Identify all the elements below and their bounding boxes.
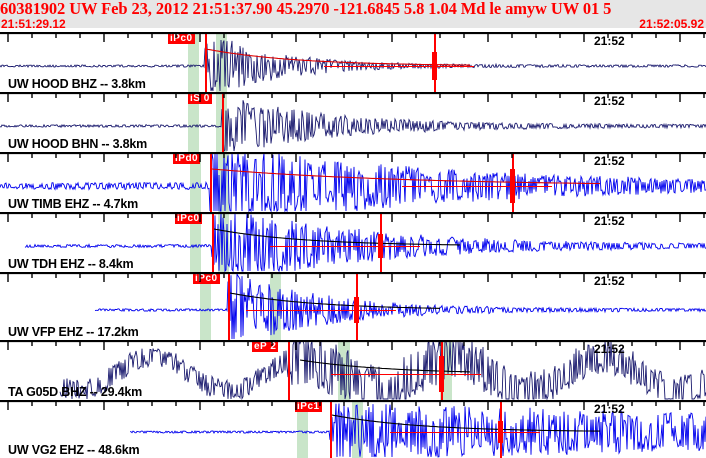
axis-time-label: 21:52 <box>594 34 625 48</box>
axis-time-label: 21:52 <box>594 274 625 288</box>
phase-pick-label[interactable]: iPc0 <box>168 33 195 44</box>
phase-pick-line[interactable] <box>205 32 207 92</box>
axis-time-label: 21:52 <box>594 154 625 168</box>
amplitude-baseline <box>331 374 481 375</box>
waveform-trace <box>24 212 706 272</box>
highlight-band <box>352 400 363 458</box>
highlight-band <box>216 32 227 92</box>
highlight-band <box>270 272 281 340</box>
time-axis <box>0 32 706 46</box>
trace-row-body: iPd0 21:52 UW TIMB EHZ -- 4.7km <box>0 152 706 212</box>
phase-pick-label[interactable]: iPc0 <box>175 213 202 224</box>
waveform-trace <box>0 152 706 212</box>
waveform-trace <box>0 100 706 152</box>
trace-row-body: iPc0 21:52 UW TDH EHZ -- 8.4km <box>0 212 706 272</box>
trace-row[interactable]: iPc0 21:52 UW HOOD BHZ -- 3.8km <box>0 32 706 92</box>
window-start-time: 21:51:29.12 <box>1 17 66 28</box>
trace-row-body: iPc0 21:52 UW HOOD BHZ -- 3.8km <box>0 32 706 92</box>
amplitude-baseline <box>390 432 540 433</box>
phase-pick-label[interactable]: eP 2 <box>252 341 279 352</box>
phase-pick-line[interactable] <box>210 152 212 212</box>
phase-pick-label[interactable]: iPd0 <box>173 153 201 164</box>
channel-label: TA G05D BHZ -- 29.4km <box>8 385 143 399</box>
time-axis <box>0 340 706 354</box>
trace-row[interactable]: iPc0 21:52 UW VFP EHZ -- 17.2km <box>0 272 706 340</box>
trace-row-body: iPc0 21:52 UW VFP EHZ -- 17.2km <box>0 272 706 340</box>
trace-row-body: iS 0 21:52 UW HOOD BHN -- 3.8km <box>0 92 706 152</box>
highlight-band <box>188 32 199 92</box>
highlight-band <box>297 400 308 458</box>
axis-time-label: 21:52 <box>594 342 625 356</box>
phase-pick-line[interactable] <box>288 340 290 400</box>
axis-time-label: 21:52 <box>594 214 625 228</box>
trace-row-body: eP 2 21:52 TA G05D BHZ -- 29.4km <box>0 340 706 400</box>
waveform-trace <box>130 403 706 458</box>
time-axis <box>0 92 706 106</box>
waveform-trace <box>0 39 706 92</box>
channel-label: UW TDH EHZ -- 8.4km <box>8 257 134 271</box>
time-axis <box>0 212 706 226</box>
amplitude-baseline <box>270 246 420 247</box>
phase-pick-line[interactable] <box>222 92 224 152</box>
time-axis <box>0 272 706 286</box>
channel-label: UW HOOD BHZ -- 3.8km <box>8 77 146 91</box>
phase-pick-line[interactable] <box>330 400 332 458</box>
highlight-band <box>188 92 199 152</box>
time-axis <box>0 400 706 414</box>
time-axis <box>0 152 706 166</box>
trace-row[interactable]: eP 2 21:52 TA G05D BHZ -- 29.4km <box>0 340 706 400</box>
trace-row[interactable]: iPc0 21:52 UW TDH EHZ -- 8.4km <box>0 212 706 272</box>
highlight-band <box>200 272 211 340</box>
channel-label: UW VFP EHZ -- 17.2km <box>8 325 139 339</box>
event-header-title: 60381902 UW Feb 23, 2012 21:51:37.90 45.… <box>0 0 612 18</box>
waveform-trace <box>94 272 706 340</box>
amplitude-baseline <box>324 66 474 67</box>
trace-rows: iPc0 21:52 UW HOOD BHZ -- 3.8km iS 0 21:52 UW… <box>0 32 706 458</box>
amplitude-baseline <box>246 310 396 311</box>
trace-row[interactable]: iPc1 21:52 UW VG2 EHZ -- 48.6km <box>0 400 706 458</box>
channel-label: UW HOOD BHN -- 3.8km <box>8 137 148 151</box>
trace-row[interactable]: iS 0 21:52 UW HOOD BHN -- 3.8km <box>0 92 706 152</box>
phase-pick-label[interactable]: iPc0 <box>193 273 220 284</box>
highlight-band <box>190 212 201 272</box>
axis-time-label: 21:52 <box>594 94 625 108</box>
phase-pick-label[interactable]: iPc1 <box>295 401 322 412</box>
event-header-band: 60381902 UW Feb 23, 2012 21:51:37.90 45.… <box>0 0 706 28</box>
channel-label: UW VG2 EHZ -- 48.6km <box>8 443 140 457</box>
trace-row-body: iPc1 21:52 UW VG2 EHZ -- 48.6km <box>0 400 706 458</box>
highlight-band <box>190 152 201 212</box>
channel-label: UW TIMB EHZ -- 4.7km <box>8 197 139 211</box>
trace-row[interactable]: iPd0 21:52 UW TIMB EHZ -- 4.7km <box>0 152 706 212</box>
amplitude-baseline <box>402 186 552 187</box>
axis-time-label: 21:52 <box>594 402 625 416</box>
phase-pick-line[interactable] <box>228 272 230 340</box>
highlight-band <box>218 212 229 272</box>
window-end-time: 21:52:05.92 <box>639 17 704 28</box>
phase-pick-line[interactable] <box>212 212 214 272</box>
